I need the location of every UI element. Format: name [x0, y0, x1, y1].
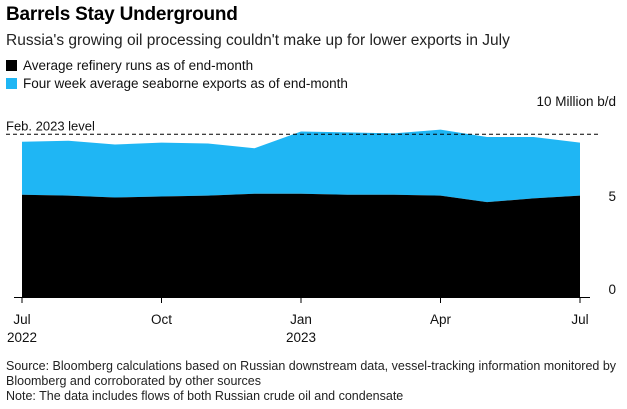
legend-label-refinery: Average refinery runs as of end-month	[23, 58, 254, 73]
y-tick-label: 10 Million b/d	[536, 94, 616, 109]
legend-item-refinery: Average refinery runs as of end-month	[6, 58, 253, 73]
x-tick-label: Apr	[430, 312, 452, 327]
legend-label-exports: Four week average seaborne exports as of…	[23, 76, 348, 91]
x-tick-sublabel: 2023	[286, 330, 316, 345]
x-tick-label: Jul	[571, 312, 588, 327]
x-tick-sublabel: 2022	[7, 330, 37, 345]
chart-area: Feb. 2023 level 10 Million b/d 5 0 Jul 2022 Oc…	[6, 94, 616, 345]
y-tick-label: 5	[608, 189, 616, 204]
area-series-refinery	[22, 193, 580, 297]
source-note: Source: Bloomberg calculations based on …	[6, 359, 617, 388]
x-tick-label: Jan	[290, 312, 312, 327]
chart-title: Barrels Stay Underground	[6, 4, 238, 25]
area-series-exports	[22, 129, 580, 203]
chart-footer: Source: Bloomberg calculations based on …	[6, 359, 624, 404]
legend-swatch-refinery	[6, 60, 17, 71]
reference-line-label: Feb. 2023 level	[6, 118, 95, 133]
chart-subtitle: Russia's growing oil processing couldn't…	[6, 32, 510, 49]
data-note: Note: The data includes flows of both Ru…	[6, 389, 404, 403]
legend-swatch-exports	[6, 78, 17, 89]
legend-item-exports: Four week average seaborne exports as of…	[6, 76, 348, 91]
x-tick-label: Oct	[151, 312, 172, 327]
y-tick-label: 0	[608, 282, 616, 297]
x-tick-label: Jul	[13, 312, 30, 327]
